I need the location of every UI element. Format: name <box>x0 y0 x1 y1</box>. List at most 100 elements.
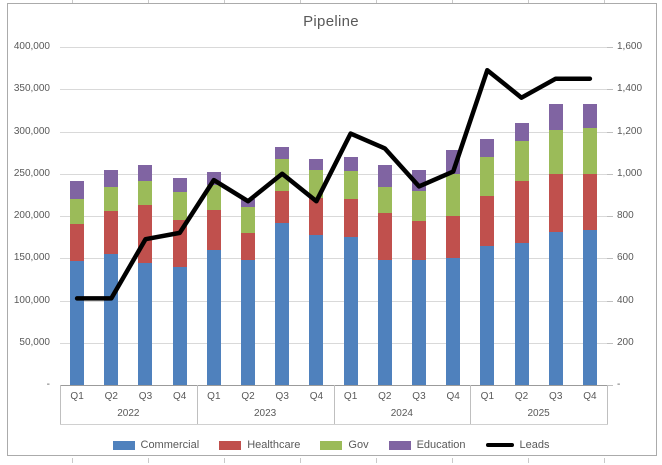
bar-segment-education[interactable] <box>275 146 290 160</box>
bar-segment-commercial[interactable] <box>172 266 187 385</box>
bar-segment-education[interactable] <box>70 181 85 200</box>
bar-segment-gov[interactable] <box>343 171 358 200</box>
legend-item-healthcare[interactable]: Healthcare <box>219 439 300 451</box>
bar-segment-gov[interactable] <box>582 128 597 174</box>
bar-segment-commercial[interactable] <box>411 259 426 385</box>
bar-segment-healthcare[interactable] <box>275 190 290 223</box>
right-axis-tick-label: 800 <box>617 210 634 221</box>
bar-segment-commercial[interactable] <box>206 249 221 385</box>
bar-segment-healthcare[interactable] <box>241 232 256 260</box>
bar-segment-healthcare[interactable] <box>343 199 358 238</box>
horizontal-gridline <box>60 301 607 302</box>
bar-segment-education[interactable] <box>377 165 392 188</box>
bar-segment-education[interactable] <box>582 104 597 129</box>
bar-segment-gov[interactable] <box>514 140 529 182</box>
legend-label: Education <box>416 439 466 451</box>
bar-segment-gov[interactable] <box>172 192 187 221</box>
bar-segment-education[interactable] <box>104 169 119 188</box>
legend-label: Leads <box>519 439 550 451</box>
bar-segment-commercial[interactable] <box>480 245 495 385</box>
right-axis-tick <box>607 89 613 90</box>
bar-segment-education[interactable] <box>309 158 324 171</box>
legend-item-leads[interactable]: Leads <box>485 439 550 451</box>
bar-segment-commercial[interactable] <box>138 263 153 385</box>
bar-segment-healthcare[interactable] <box>582 173 597 231</box>
bar-segment-healthcare[interactable] <box>104 210 119 255</box>
bar-segment-education[interactable] <box>206 172 221 185</box>
x-axis-quarter-label: Q1 <box>343 391 358 402</box>
legend-item-commercial[interactable]: Commercial <box>112 439 200 451</box>
left-axis-tick-label: 200,000 <box>13 210 50 221</box>
bar-segment-gov[interactable] <box>548 129 563 174</box>
category-group-separator <box>197 385 198 424</box>
x-axis-quarter-label: Q4 <box>446 391 460 402</box>
category-group-separator <box>607 385 608 424</box>
bar-segment-commercial[interactable] <box>275 222 290 385</box>
bar-segment-commercial[interactable] <box>514 243 529 385</box>
chart-legend: Commercial Healthcare Gov Education Leads <box>0 436 662 454</box>
bar-segment-education[interactable] <box>411 170 426 192</box>
x-axis-year-label: 2025 <box>527 408 550 419</box>
bar-segment-education[interactable] <box>480 139 495 157</box>
bar-segment-gov[interactable] <box>206 184 221 211</box>
bar-segment-commercial[interactable] <box>548 232 563 385</box>
legend-item-education[interactable]: Education <box>388 439 466 451</box>
bar-segment-healthcare[interactable] <box>206 210 221 250</box>
bar-segment-healthcare[interactable] <box>70 223 85 261</box>
bar-segment-education[interactable] <box>172 177 187 193</box>
left-axis-tick-label: 300,000 <box>13 125 50 137</box>
bar-segment-education[interactable] <box>241 199 256 207</box>
bar-segment-commercial[interactable] <box>582 230 597 385</box>
sheet-column-tick <box>148 458 149 463</box>
bar-segment-education[interactable] <box>446 150 461 174</box>
bar-segment-commercial[interactable] <box>343 237 358 385</box>
x-axis-quarter-label: Q2 <box>378 391 392 402</box>
category-axis-bottom-line <box>60 424 608 425</box>
bar-segment-healthcare[interactable] <box>377 213 392 260</box>
bar-segment-healthcare[interactable] <box>514 181 529 244</box>
bar-segment-gov[interactable] <box>411 191 426 222</box>
left-axis-tick-label: - <box>46 379 50 390</box>
bar-segment-gov[interactable] <box>104 187 119 211</box>
bar-segment-gov[interactable] <box>70 199 85 224</box>
bar-segment-education[interactable] <box>138 165 153 181</box>
right-axis-tick <box>607 385 613 386</box>
bar-segment-healthcare[interactable] <box>172 220 187 267</box>
bar-segment-gov[interactable] <box>138 180 153 205</box>
bar-segment-gov[interactable] <box>377 187 392 214</box>
right-axis-tick <box>607 47 613 48</box>
category-group-separator <box>334 385 335 424</box>
legend-label: Commercial <box>140 439 200 451</box>
bar-segment-healthcare[interactable] <box>411 221 426 260</box>
right-axis-tick <box>607 132 613 133</box>
bar-segment-healthcare[interactable] <box>480 195 495 246</box>
x-axis-year-label: 2023 <box>254 408 277 419</box>
bar-segment-gov[interactable] <box>241 206 256 233</box>
bar-segment-education[interactable] <box>514 123 529 141</box>
bar-segment-healthcare[interactable] <box>548 173 563 233</box>
bar-segment-gov[interactable] <box>480 156 495 196</box>
legend-item-gov[interactable]: Gov <box>320 439 369 451</box>
bar-segment-gov[interactable] <box>446 173 461 216</box>
sheet-column-tick <box>300 0 301 3</box>
bar-segment-gov[interactable] <box>309 170 324 199</box>
bar-segment-healthcare[interactable] <box>446 216 461 259</box>
bar-segment-commercial[interactable] <box>104 254 119 385</box>
bar-segment-commercial[interactable] <box>70 260 85 385</box>
left-axis-tick-label: 50,000 <box>19 336 50 348</box>
chart-title[interactable]: Pipeline <box>303 13 359 30</box>
bar-segment-commercial[interactable] <box>446 258 461 385</box>
bar-segment-healthcare[interactable] <box>138 205 153 264</box>
bar-segment-commercial[interactable] <box>377 259 392 385</box>
bar-segment-healthcare[interactable] <box>309 198 324 236</box>
x-axis-year-label: 2022 <box>117 408 140 419</box>
bar-segment-commercial[interactable] <box>309 235 324 385</box>
bar-segment-education[interactable] <box>343 156 358 172</box>
bar-segment-education[interactable] <box>548 104 563 130</box>
sheet-column-tick <box>300 458 301 463</box>
bar-segment-commercial[interactable] <box>241 259 256 385</box>
bar-segment-gov[interactable] <box>275 159 290 191</box>
x-axis-quarter-label: Q2 <box>241 391 255 402</box>
sheet-column-tick <box>224 458 225 463</box>
